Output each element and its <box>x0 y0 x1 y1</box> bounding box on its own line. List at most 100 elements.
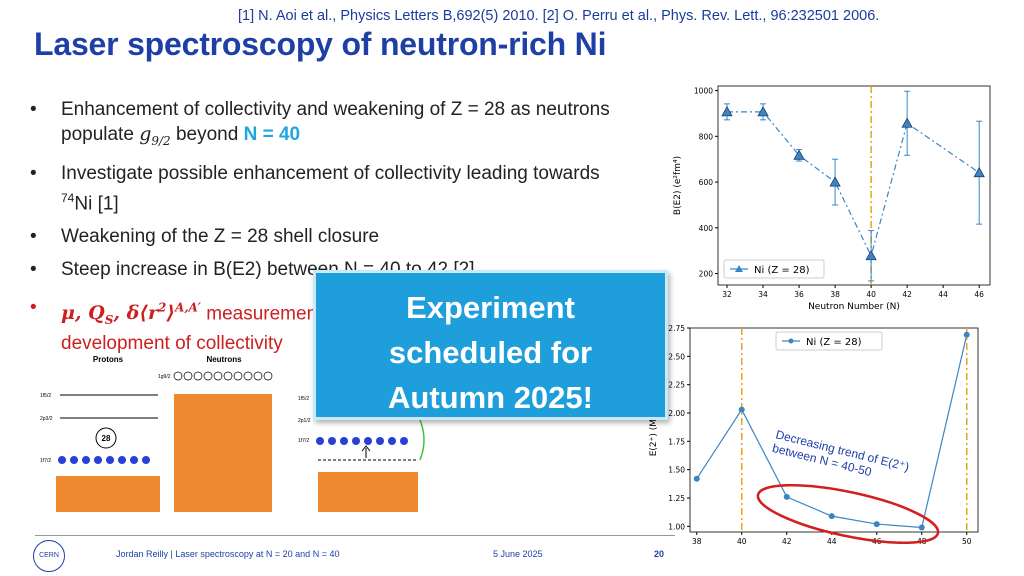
green-bracket <box>419 419 425 461</box>
bullet-marker: • <box>30 297 37 319</box>
y-tick-label: 2.50 <box>668 352 685 361</box>
data-point <box>793 149 805 160</box>
y-tick-label: 400 <box>699 224 714 233</box>
data-point <box>973 166 985 178</box>
x-tick-label: 46 <box>974 290 984 299</box>
neutrons-label: Neutrons <box>206 355 242 364</box>
data-point <box>829 176 841 187</box>
neutron-g92-empty-orbitals <box>173 371 273 381</box>
x-tick-label: 40 <box>866 290 876 299</box>
magic-number-label: 28 <box>102 434 111 443</box>
data-point <box>865 249 877 261</box>
bullet-marker: • <box>30 226 37 248</box>
legend-marker <box>788 338 794 344</box>
bullet-1-text: Enhancement of collectivity and weakenin… <box>61 99 610 145</box>
legend-box <box>775 331 883 351</box>
bullet-marker: • <box>30 99 37 120</box>
bullet-1: • Enhancement of collectivity and weaken… <box>30 98 621 153</box>
bullet-3: • Weakening of the Z = 28 shell closure <box>30 225 650 249</box>
x-tick-label: 42 <box>782 537 792 544</box>
y-tick-label: 800 <box>699 132 714 141</box>
y-tick-label: 1.25 <box>668 494 685 503</box>
y-tick-label: 1.50 <box>668 466 685 475</box>
bullet-marker: • <box>30 162 37 184</box>
y-tick-label: 1.00 <box>668 522 685 531</box>
callout-line-2: scheduled for <box>388 335 593 370</box>
proton-occupancy <box>58 456 150 464</box>
footer-author: Jordan Reilly | Laser spectroscopy at N … <box>116 549 340 559</box>
callout-line-1: Experiment <box>406 290 575 325</box>
proton-core-block <box>56 476 160 512</box>
neutron-occupancy <box>316 437 408 445</box>
neutron-core-block-2 <box>318 472 418 512</box>
legend-label: Ni (Z = 28) <box>754 265 810 276</box>
y-tick-label: 2.25 <box>668 381 685 390</box>
beyond-text: beyond <box>170 124 244 145</box>
data-point <box>757 106 769 117</box>
x-tick-label: 40 <box>737 537 747 544</box>
legend-box <box>723 259 825 279</box>
neutron-level-f52-label: 1f5/2 <box>298 396 309 402</box>
data-point <box>721 106 733 117</box>
bullet-marker: • <box>30 259 37 281</box>
x-tick-label: 42 <box>902 290 912 299</box>
arrow-head <box>361 445 371 452</box>
x-tick-label: 50 <box>962 537 972 544</box>
shell-level-diagram: Protons Neutrons 1f5/2 2p3/2 28 1f7/2 1g… <box>40 355 425 512</box>
x-tick-label: 44 <box>938 290 948 299</box>
cern-logo: CERN <box>33 540 65 572</box>
protons-label: Protons <box>93 355 124 364</box>
experiment-callout: Experiment scheduled for Autumn 2025! <box>313 270 668 420</box>
y-tick-label: 600 <box>699 178 714 187</box>
slide-title: Laser spectroscopy of neutron-rich Ni <box>34 26 607 62</box>
neutron-core-block <box>174 394 272 512</box>
plot-frame <box>689 327 979 533</box>
proton-level-f72-label: 1f7/2 <box>40 458 51 464</box>
y-tick-label: 200 <box>699 270 714 279</box>
footer-date: 5 June 2025 <box>493 549 543 559</box>
bullet-3-text: Weakening of the Z = 28 shell closure <box>61 226 380 248</box>
x-tick-label: 34 <box>758 290 768 299</box>
x-tick-label: 32 <box>722 290 732 299</box>
data-point <box>738 406 745 413</box>
magic-number-circle <box>95 427 117 449</box>
page-number: 20 <box>654 549 665 559</box>
data-point <box>693 475 700 482</box>
proton-level-f52-label: 1f5/2 <box>40 393 51 399</box>
highlight-ellipse <box>756 483 940 544</box>
x-tick-label: 36 <box>794 290 804 299</box>
neutron-level-p12-label: 2p1/2 <box>298 418 311 424</box>
y-axis-label: E(2⁺) (MeV) <box>649 404 659 457</box>
data-point <box>783 493 790 500</box>
mass-number: 74 <box>61 190 75 205</box>
y-tick-label: 1000 <box>694 87 713 96</box>
data-point <box>873 521 880 528</box>
data-point <box>918 524 925 531</box>
bullet-2: • Investigate possible enhancement of co… <box>30 162 621 216</box>
orbital-sub: 9/2 <box>151 133 171 148</box>
data-point <box>963 331 970 338</box>
e2plus-chart: 38 40 42 44 46 48 501.001.251.501.752.002.252.… <box>649 324 979 544</box>
callout-line-3: Autumn 2025! <box>388 380 593 415</box>
legend-label: Ni (Z = 28) <box>806 337 862 348</box>
data-point <box>828 513 835 520</box>
neutron-level-f72-label: 1f7/2 <box>298 438 309 444</box>
x-tick-label: 38 <box>692 537 702 544</box>
proton-level-p32-label: 2p3/2 <box>40 416 53 422</box>
y-axis-label: B(E2) (e²fm⁴) <box>673 156 683 215</box>
n40-highlight: N = 40 <box>243 124 301 145</box>
y-tick-label: 2.75 <box>668 324 685 333</box>
y-tick-label: 2.00 <box>668 409 685 418</box>
x-tick-label: 44 <box>827 537 837 544</box>
footer-divider <box>35 535 675 536</box>
orbital-g: g <box>139 123 152 145</box>
x-tick-label: 38 <box>830 290 840 299</box>
x-axis-label: Neutron Number (N) <box>808 302 900 312</box>
be2-chart: 32 34 36 38 40 42 44 46 200 400 600 800 1000 Neutron … <box>673 85 991 312</box>
bullet-2-text: Investigate possible enhancement of coll… <box>61 162 600 184</box>
y-tick-label: 1.75 <box>668 437 685 446</box>
legend-marker <box>735 265 743 272</box>
neutron-level-g92-label: 1g9/2 <box>158 374 171 380</box>
observables-math: μ, QS, δ⟨r2⟩A,A′ <box>61 301 201 328</box>
bullet-2-tail: Ni [1] <box>74 193 119 215</box>
